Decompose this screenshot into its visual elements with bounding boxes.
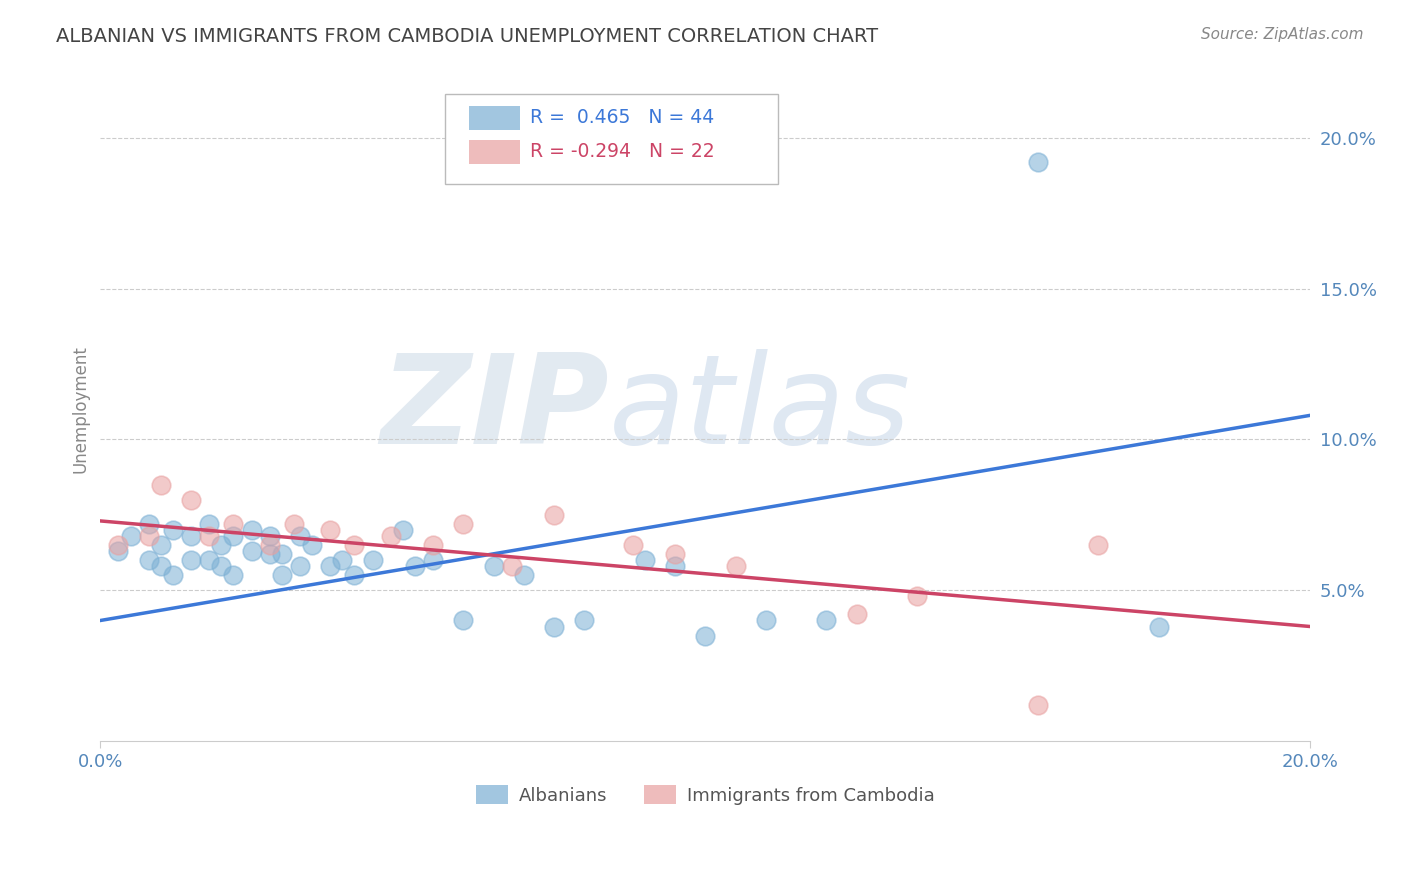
Point [288,529,311,543]
FancyBboxPatch shape [470,141,520,164]
Point [361,553,384,567]
Point [905,590,928,604]
Point [198,529,221,543]
Legend: Albanians, Immigrants from Cambodia: Albanians, Immigrants from Cambodia [468,778,942,812]
FancyBboxPatch shape [446,94,778,184]
Point [1087,538,1109,552]
Point [198,553,221,567]
Point [380,529,402,543]
Point [391,523,413,537]
Point [453,614,475,628]
Point [343,538,366,552]
Point [240,544,263,558]
Point [319,523,342,537]
Point [330,553,353,567]
Point [724,559,747,574]
Point [107,538,129,552]
Point [664,559,686,574]
Text: R =  0.465   N = 44: R = 0.465 N = 44 [530,108,714,127]
Point [162,568,184,582]
Point [501,559,523,574]
Point [138,516,160,531]
Text: ZIP: ZIP [380,349,609,470]
Point [621,538,644,552]
Point [149,559,172,574]
Text: atlas: atlas [609,349,911,470]
Point [283,516,305,531]
Point [755,614,778,628]
Point [107,544,129,558]
Point [259,538,281,552]
Point [149,538,172,552]
Point [513,568,536,582]
FancyBboxPatch shape [470,106,520,130]
Point [259,529,281,543]
Point [180,529,202,543]
Point [222,516,245,531]
Point [270,568,292,582]
Point [222,568,245,582]
Point [120,529,142,543]
Point [138,553,160,567]
Point [404,559,426,574]
Point [543,508,565,522]
Point [574,614,596,628]
Point [664,547,686,561]
Point [845,607,868,622]
Point [162,523,184,537]
Y-axis label: Unemployment: Unemployment [72,345,89,474]
Text: Source: ZipAtlas.com: Source: ZipAtlas.com [1201,27,1364,42]
Point [198,516,221,531]
Point [301,538,323,552]
Point [1026,698,1049,712]
Point [695,629,717,643]
Text: R = -0.294   N = 22: R = -0.294 N = 22 [530,143,714,161]
Point [240,523,263,537]
Point [180,553,202,567]
Point [422,553,444,567]
Point [138,529,160,543]
Point [1147,619,1170,633]
Point [422,538,444,552]
Point [343,568,366,582]
Point [319,559,342,574]
Point [482,559,505,574]
Point [259,547,281,561]
Point [180,492,202,507]
Point [815,614,838,628]
Point [453,516,475,531]
Point [270,547,292,561]
Text: ALBANIAN VS IMMIGRANTS FROM CAMBODIA UNEMPLOYMENT CORRELATION CHART: ALBANIAN VS IMMIGRANTS FROM CAMBODIA UNE… [56,27,879,45]
Point [634,553,657,567]
Point [209,559,232,574]
Point [543,619,565,633]
Point [222,529,245,543]
Point [1026,155,1049,169]
Point [209,538,232,552]
Point [149,477,172,491]
Point [288,559,311,574]
